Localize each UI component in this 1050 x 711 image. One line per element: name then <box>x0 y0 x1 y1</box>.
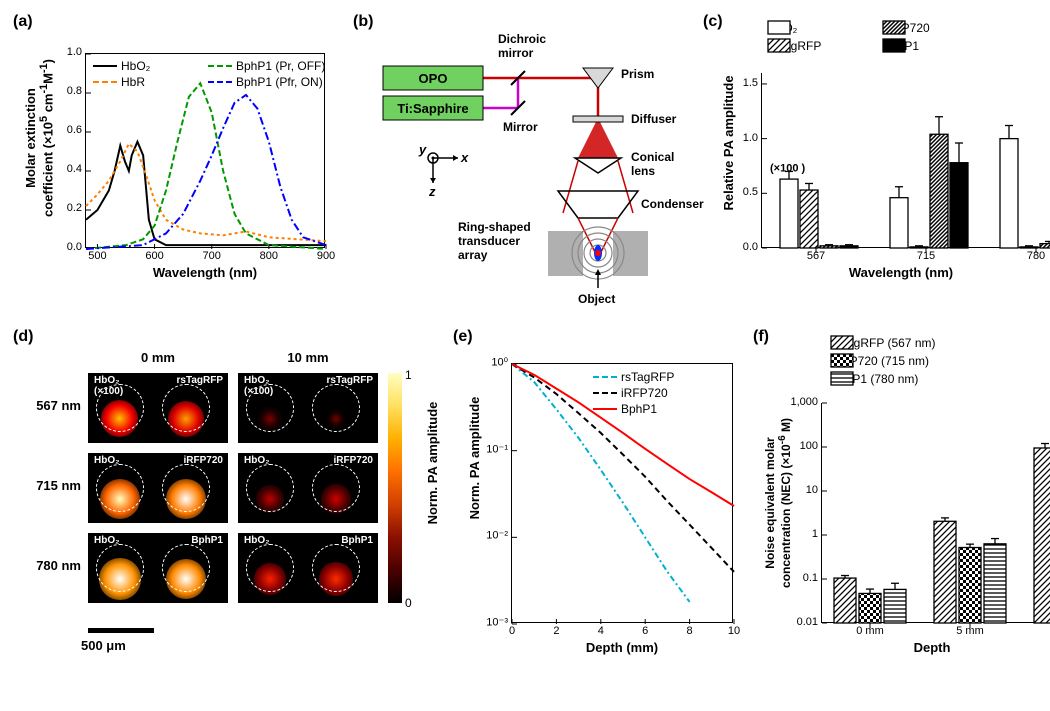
svg-text:y: y <box>418 142 427 157</box>
svg-text:Conical: Conical <box>631 150 674 164</box>
svg-text:Prism: Prism <box>621 67 654 81</box>
pa-image-1-2: HbO₂BphP1 <box>238 533 378 603</box>
svg-text:transducer: transducer <box>458 234 520 248</box>
axis-c-y: Relative PA amplitude <box>721 53 736 233</box>
legend-item-f-2: BphP1 (780 nm) <box>831 372 918 386</box>
legend-item-c-1: rsTagRFP <box>768 39 821 53</box>
svg-text:lens: lens <box>631 164 655 178</box>
panel-f: (f) 0.010.11101001,0000 mm5 mm10 mm Nois… <box>753 328 1050 708</box>
legend-item-c-0: HbO₂ <box>768 21 797 35</box>
legend-item-f-1: iRFP720 (715 nm) <box>831 354 929 368</box>
svg-text:(×100 ): (×100 ) <box>770 162 805 174</box>
legend-item-c-2: iRFP720 <box>883 21 930 35</box>
svg-text:array: array <box>458 248 488 262</box>
panel-d: (d) 0 mm10 mm567 nm715 nm780 nmHbO₂(×100… <box>13 328 443 708</box>
pa-image-1-0: HbO₂(×100)rsTagRFP <box>238 373 378 443</box>
svg-text:Diffuser: Diffuser <box>631 112 677 126</box>
legend-item-f-0: rsTagRFP (567 nm) <box>831 336 935 350</box>
axis-f-x: Depth <box>821 640 1043 655</box>
pa-image-0-1: HbO₂iRFP720 <box>88 453 228 523</box>
pa-image-1-1: HbO₂iRFP720 <box>238 453 378 523</box>
panel-a-label: (a) <box>13 13 33 31</box>
svg-text:z: z <box>428 184 436 199</box>
legend-item-HbO2: HbO₂ <box>93 59 150 73</box>
panel-e: (e) 024681010⁻³10⁻²10⁻¹10⁰ Norm. PA ampl… <box>453 328 743 708</box>
svg-text:Mirror: Mirror <box>503 120 538 134</box>
colorbar <box>388 373 402 603</box>
legend-item-e-iRFP720: iRFP720 <box>593 386 668 400</box>
plot-f-area: 0.010.11101001,0000 mm5 mm10 mm <box>821 403 1043 623</box>
panel-f-label: (f) <box>753 328 769 346</box>
axis-e-y: Norm. PA amplitude <box>467 328 482 588</box>
svg-text:OPO: OPO <box>419 71 448 86</box>
svg-text:Object: Object <box>578 292 615 306</box>
svg-text:Ring-shaped: Ring-shaped <box>458 220 531 234</box>
panel-b: (b) OPOTi:SapphireDichroicmirrorMirrorPr… <box>353 13 693 323</box>
legend-item-HbR: HbR <box>93 75 145 89</box>
axis-c-x: Wavelength (nm) <box>761 265 1041 280</box>
pa-image-0-2: HbO₂BphP1 <box>88 533 228 603</box>
pa-image-0-0: HbO₂(×100)rsTagRFP <box>88 373 228 443</box>
legend-item-e-BphP1: BphP1 <box>593 402 657 416</box>
legend-item-e-rsTagRFP: rsTagRFP <box>593 370 674 384</box>
scale-bar <box>88 628 154 633</box>
figure-root: (a) 5006007008009000.00.20.40.60.81.0 Mo… <box>8 8 1042 703</box>
axis-e-x: Depth (mm) <box>511 640 733 655</box>
svg-text:Dichroic: Dichroic <box>498 32 546 46</box>
legend-item-BphP1_Pfr: BphP1 (Pfr, ON) <box>208 75 323 89</box>
svg-text:Condenser: Condenser <box>641 197 704 211</box>
legend-item-BphP1_Pr: BphP1 (Pr, OFF) <box>208 59 325 73</box>
panel-d-label: (d) <box>13 328 33 346</box>
svg-text:Ti:Sapphire: Ti:Sapphire <box>397 101 468 116</box>
panel-a: (a) 5006007008009000.00.20.40.60.81.0 Mo… <box>13 13 343 323</box>
svg-text:x: x <box>460 150 469 165</box>
panel-c: (c) (×100 ) 0.00.51.01.5567715780 Relati… <box>703 13 1048 323</box>
panel-c-label: (c) <box>703 13 723 31</box>
plot-c-area: (×100 ) 0.00.51.01.5567715780 <box>761 73 1041 248</box>
axis-a-y: Molar extinctioncoefficient (×105 cm-1M-… <box>23 33 55 243</box>
legend-item-c-3: BphP1 <box>883 39 919 53</box>
diagram-b-svg: OPO Ti:Sapphire Dichroicmirror Mirror Prism D… <box>353 13 693 323</box>
axis-a-x: Wavelength (nm) <box>85 265 325 280</box>
axis-f-y: Noise equivalent molarconcentration (NEC… <box>763 388 793 618</box>
svg-text:mirror: mirror <box>498 46 534 60</box>
